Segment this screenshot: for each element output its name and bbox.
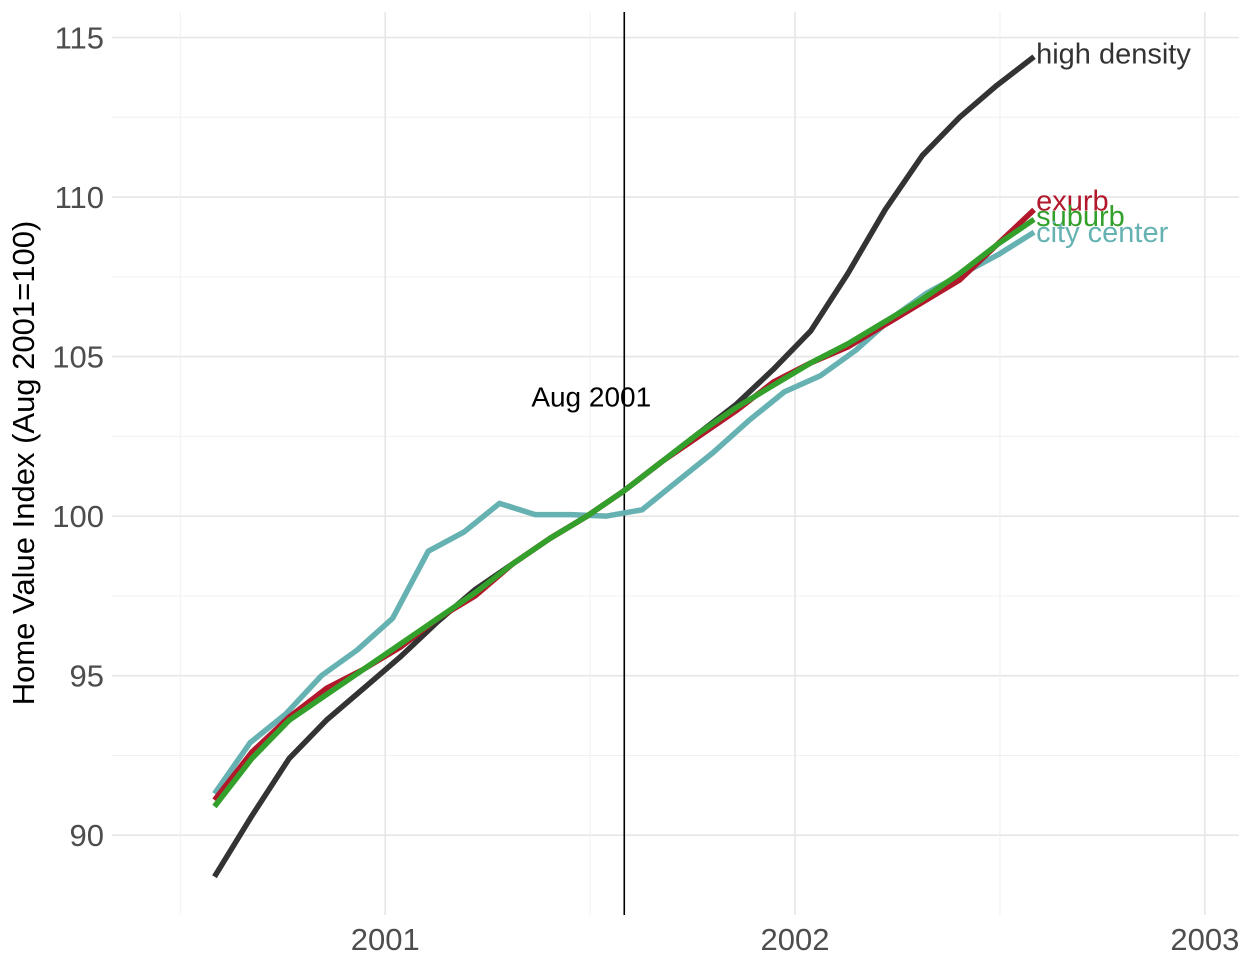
series-lines — [212, 54, 1036, 879]
series-line-suburb — [212, 217, 1036, 809]
y-tick-label: 110 — [55, 180, 104, 215]
x-tick-label: 2001 — [351, 922, 420, 954]
y-axis-title: Home Value Index (Aug 2001=100) — [6, 221, 41, 706]
event-annotation-label: Aug 2001 — [531, 381, 651, 412]
tick-labels: 90 95 100 105 110 115 2001 2002 2003 — [52, 21, 1239, 954]
y-tick-label: 95 — [70, 659, 104, 694]
series-label-high-density: high density — [1036, 38, 1191, 70]
x-tick-label: 2003 — [1170, 922, 1239, 954]
series-label-exurb: exurb — [1036, 185, 1109, 217]
series-label-city-center: city center — [1036, 217, 1168, 249]
x-tick-label: 2002 — [761, 922, 830, 954]
grid — [112, 12, 1239, 915]
series-label-suburb: suburb — [1036, 201, 1125, 233]
y-tick-label: 105 — [52, 340, 104, 375]
y-tick-label: 100 — [52, 499, 104, 534]
y-tick-label: 115 — [55, 21, 104, 56]
y-tick-label: 90 — [70, 818, 104, 853]
